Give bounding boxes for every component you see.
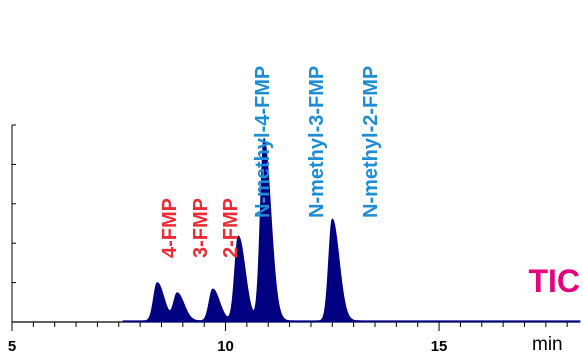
x-axis-unit: min xyxy=(532,334,563,353)
peak-label-4-fmp: 4-FMP xyxy=(159,198,181,258)
peak-label-n-methyl-2-fmp: N-methyl-2-FMP xyxy=(360,66,382,218)
trace-label-tic: TIC xyxy=(528,263,580,299)
x-tick-label: 5 xyxy=(8,338,16,353)
peak-label-n-methyl-3-fmp: N-methyl-3-FMP xyxy=(306,66,328,218)
peak-label-2-fmp: 2-FMP xyxy=(220,198,242,258)
peak-labels: 4-FMP 3-FMP 2-FMP N-methyl-4-FMP N-methyl-3-… xyxy=(159,66,382,258)
peak-label-n-methyl-4-fmp: N-methyl-4-FMP xyxy=(252,66,274,218)
tic-trace-area xyxy=(122,137,581,323)
peak-label-3-fmp: 3-FMP xyxy=(190,198,212,258)
x-tick-label: 15 xyxy=(431,338,448,353)
tic-trace xyxy=(122,137,581,323)
y-axis xyxy=(11,124,16,323)
x-tick-label: 10 xyxy=(217,338,234,353)
x-axis: 5 10 15 xyxy=(8,321,580,353)
